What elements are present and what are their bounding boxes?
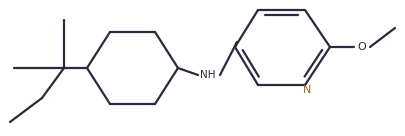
Text: O: O: [358, 42, 367, 52]
Text: NH: NH: [200, 70, 216, 80]
Text: N: N: [303, 85, 311, 95]
